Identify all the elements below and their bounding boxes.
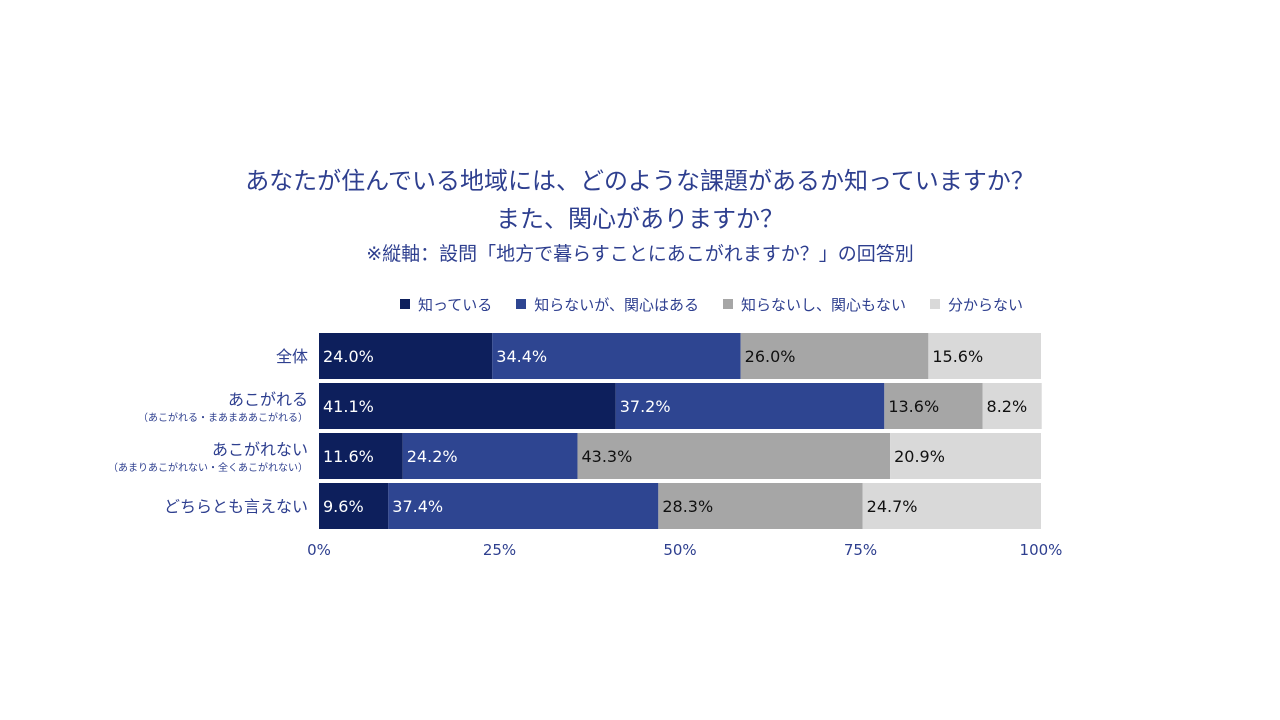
legend-label: 知らないが、関心はある [534, 295, 699, 314]
bar-segment [319, 433, 403, 479]
legend-label: 分からない [947, 295, 1023, 314]
legend-swatch [400, 299, 410, 309]
legend-swatch [722, 299, 733, 309]
legend-label: 知っている [418, 295, 493, 314]
data-label: 34.4% [496, 347, 547, 366]
bar-segment [388, 483, 659, 529]
data-label: 37.2% [620, 397, 671, 416]
category-label: あこがれる [228, 390, 308, 409]
x-tick-label: 100% [1020, 541, 1063, 559]
category-label: あこがれない [212, 440, 308, 459]
bar-segment [862, 483, 1041, 529]
bar-segment [492, 333, 741, 379]
category-label: 全体 [276, 347, 308, 366]
bar-segment [884, 383, 983, 429]
legend-item: 分からない [929, 294, 1023, 315]
x-tick-label: 0% [307, 541, 331, 559]
legend-item: 知っている [400, 294, 492, 315]
x-tick-label: 25% [483, 541, 516, 559]
bar-segment [740, 333, 929, 379]
chart-subtitle: ※縦軸：設問「地方で暮らすことにあこがれますか？」の回答別 [366, 243, 914, 265]
data-label: 28.3% [662, 497, 713, 516]
legend-swatch [929, 299, 940, 309]
category-sublabel: （あこがれる・まあまああこがれる） [138, 411, 308, 424]
data-label: 43.3% [581, 447, 632, 466]
chart-title: あなたが住んでいる地域には、どのような課題があるか知っていますか？ [245, 167, 1035, 195]
data-label: 24.7% [867, 497, 918, 516]
bar-segment [319, 333, 493, 379]
category-sublabel: （あまりあこがれない・全くあこがれない） [108, 461, 308, 474]
category-label: どちらとも言えない [164, 497, 308, 516]
legend-item: 知らないし、関心もない [722, 294, 906, 315]
legend-swatch [516, 299, 527, 309]
bar-segment [402, 433, 578, 479]
data-label: 15.6% [932, 347, 983, 366]
data-label: 9.6% [323, 497, 364, 516]
bar-segment [982, 383, 1042, 429]
bar-segment [658, 483, 863, 529]
legend-label: 知らないし、関心もない [740, 295, 906, 314]
data-label: 26.0% [745, 347, 796, 366]
data-label: 24.0% [323, 347, 374, 366]
bar-segment [319, 383, 616, 429]
chart-title-line2: また、関心がありますか？ [496, 205, 784, 233]
chart-title-block: あなたが住んでいる地域には、どのような課題があるか知っていますか？ また、関心が… [0, 162, 1280, 270]
bar-segment [319, 483, 389, 529]
x-tick-label: 50% [663, 541, 696, 559]
data-label: 24.2% [407, 447, 458, 466]
bar-segment [890, 433, 1041, 479]
legend: 知っている 知らないが、関心はある 知らないし、関心もない 分からない [400, 292, 1023, 316]
data-label: 11.6% [323, 447, 374, 466]
bar-segment [577, 433, 891, 479]
bar-segment [928, 333, 1041, 379]
data-label: 20.9% [894, 447, 945, 466]
data-label: 37.4% [392, 497, 443, 516]
data-label: 13.6% [888, 397, 939, 416]
legend-item: 知らないが、関心はある [516, 294, 699, 315]
data-label: 8.2% [987, 397, 1028, 416]
bar-segment [615, 383, 885, 429]
x-tick-label: 75% [844, 541, 877, 559]
data-label: 41.1% [323, 397, 374, 416]
